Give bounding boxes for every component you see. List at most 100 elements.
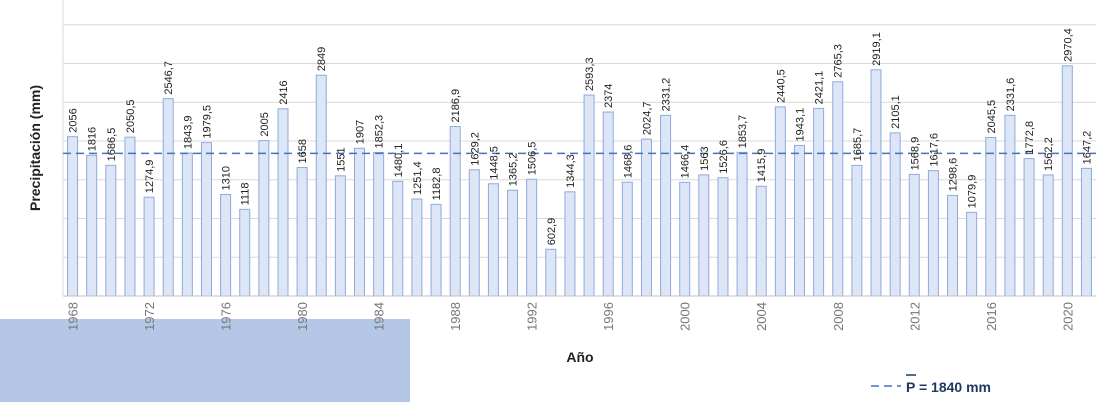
value-label: 1617,6 — [928, 133, 940, 167]
value-label: 1365,2 — [508, 153, 520, 187]
value-label: 602,9 — [546, 218, 558, 246]
bar — [487, 183, 499, 297]
value-label: 1685,7 — [852, 128, 864, 162]
value-label: 1310 — [221, 166, 233, 190]
x-tick-label: 1984 — [372, 302, 387, 331]
value-label: 2186,9 — [450, 89, 462, 123]
x-tick-label: 2008 — [831, 302, 846, 331]
x-tick-label: 1996 — [601, 302, 616, 331]
bar — [181, 152, 193, 297]
value-label: 1466,4 — [680, 145, 692, 179]
value-label: 1843,9 — [182, 115, 194, 149]
bar — [717, 177, 729, 297]
value-label: 1468,6 — [622, 145, 634, 179]
bar — [124, 136, 136, 297]
value-label: 2105,1 — [890, 95, 902, 129]
value-label: 2765,3 — [833, 44, 845, 78]
bar — [1061, 65, 1073, 297]
x-tick-label: 1968 — [66, 302, 81, 331]
value-label: 2024,7 — [641, 101, 653, 135]
bar — [411, 198, 423, 297]
bar — [105, 164, 117, 297]
value-label: 2416 — [278, 80, 290, 104]
bar — [200, 142, 212, 297]
bar — [870, 69, 882, 297]
value-label: 2056 — [68, 108, 80, 132]
value-label: 2546,7 — [163, 61, 175, 95]
bar — [526, 178, 538, 297]
bar — [966, 211, 978, 297]
bar — [947, 194, 959, 297]
value-label: 2919,1 — [871, 32, 883, 66]
x-tick-label: 1976 — [219, 302, 234, 331]
bar — [449, 126, 461, 297]
bar — [1042, 174, 1054, 297]
bar — [258, 140, 270, 297]
bar — [621, 181, 633, 297]
bar — [583, 94, 595, 297]
value-label: 1816 — [87, 127, 99, 151]
value-label: 2005 — [259, 112, 271, 136]
value-label: 2421,1 — [814, 71, 826, 105]
bar — [162, 98, 174, 297]
bar — [373, 151, 385, 297]
bar — [334, 175, 346, 297]
x-tick-label: 2012 — [907, 302, 922, 331]
bar — [793, 144, 805, 297]
x-tick-label: 1988 — [448, 302, 463, 331]
panel — [0, 319, 410, 402]
value-label: 2849 — [316, 47, 328, 71]
bar — [354, 147, 366, 297]
value-label: 1448,5 — [488, 146, 500, 180]
bar — [296, 167, 308, 297]
bar — [755, 185, 767, 297]
value-label: 1298,6 — [948, 158, 960, 192]
value-label: 1568,9 — [909, 137, 921, 171]
bar — [430, 203, 442, 297]
bar — [679, 181, 691, 297]
bar — [143, 196, 155, 297]
bar — [86, 154, 98, 297]
bar — [67, 136, 79, 297]
bar — [277, 108, 289, 297]
bar — [392, 180, 404, 297]
bar — [908, 173, 920, 297]
bar — [468, 169, 480, 297]
value-label: 1562,2 — [1043, 137, 1055, 171]
value-label: 2331,6 — [1005, 78, 1017, 112]
value-label: 1979,5 — [201, 105, 213, 139]
bar — [832, 81, 844, 297]
x-tick-label: 2004 — [754, 302, 769, 331]
bar — [736, 151, 748, 297]
value-label: 2050,5 — [125, 99, 137, 133]
value-label: 1943,1 — [794, 108, 806, 142]
value-label: 1852,3 — [374, 115, 386, 149]
bar — [602, 111, 614, 297]
x-axis-title: Año — [566, 349, 593, 365]
legend-label: P = 1840 mm — [906, 379, 991, 395]
bar — [1023, 158, 1035, 297]
x-tick-label: 1992 — [525, 302, 540, 331]
value-label: 2374 — [603, 84, 615, 108]
value-label: 2593,3 — [584, 57, 596, 91]
bar — [315, 74, 327, 297]
bar — [889, 132, 901, 297]
bar — [220, 193, 232, 297]
bar — [1004, 114, 1016, 297]
value-label: 1658 — [297, 139, 309, 163]
value-label: 1686,5 — [106, 128, 118, 162]
value-label: 1563 — [699, 146, 711, 170]
value-label: 1551 — [335, 147, 347, 171]
value-label: 1274,9 — [144, 160, 156, 194]
value-label: 2440,5 — [775, 69, 787, 103]
value-label: 1118 — [240, 183, 252, 206]
x-tick-label: 1972 — [142, 302, 157, 331]
x-tick-label: 1980 — [295, 302, 310, 331]
bar — [1080, 167, 1092, 297]
value-label: 2045,5 — [986, 100, 998, 134]
value-label: 1344,3 — [565, 154, 577, 188]
value-label: 2331,2 — [661, 78, 673, 112]
bar — [640, 138, 652, 297]
y-axis-title: Precipitación (mm) — [27, 85, 43, 211]
